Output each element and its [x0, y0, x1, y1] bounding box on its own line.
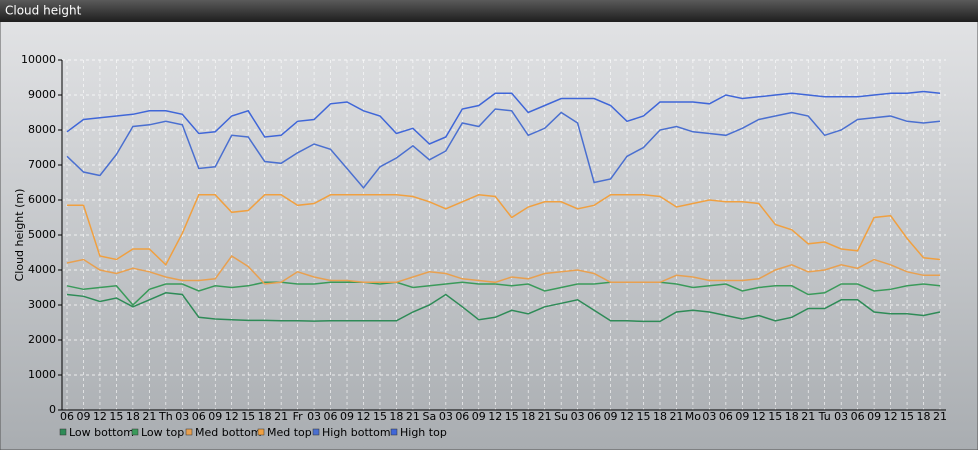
x-tick-label: Sa [423, 410, 437, 423]
series-line [66, 292, 941, 323]
x-tick-label: 09 [76, 410, 90, 423]
x-tick-label: 06 [324, 410, 338, 423]
series-line [66, 108, 941, 189]
x-tick-label: 09 [735, 410, 749, 423]
x-tick-label: 12 [620, 410, 634, 423]
x-tick-label: 18 [653, 410, 667, 423]
chart-title: Cloud height [5, 4, 82, 18]
y-tick-label: 0 [49, 403, 56, 416]
y-tick-label: 4000 [28, 263, 56, 276]
x-tick-label: 09 [867, 410, 881, 423]
x-tick-label: 09 [208, 410, 222, 423]
title-bar [0, 0, 978, 22]
legend-label: Low bottom [69, 426, 134, 439]
y-tick-label: 5000 [28, 228, 56, 241]
x-tick-label: 12 [93, 410, 107, 423]
x-tick-label: 18 [126, 410, 140, 423]
legend-label: Low top [141, 426, 184, 439]
x-tick-label: 12 [488, 410, 502, 423]
x-tick-label: 21 [142, 410, 156, 423]
x-tick-label: 09 [340, 410, 354, 423]
x-tick-label: 15 [768, 410, 782, 423]
x-tick-label: 21 [274, 410, 288, 423]
x-tick-label: 03 [439, 410, 453, 423]
x-tick-label: 03 [571, 410, 585, 423]
x-tick-label: 21 [669, 410, 683, 423]
legend-marker [59, 428, 67, 436]
legend-label: High top [400, 426, 447, 439]
x-tick-label: 21 [538, 410, 552, 423]
x-tick-label: 12 [752, 410, 766, 423]
y-tick-label: 10000 [21, 53, 56, 66]
x-tick-label: 15 [109, 410, 123, 423]
legend-marker [257, 428, 265, 436]
y-tick-label: 1000 [28, 368, 56, 381]
y-tick-label: 8000 [28, 123, 56, 136]
legend-label: Med top [267, 426, 312, 439]
x-tick-label: 06 [192, 410, 206, 423]
x-tick-label: Mo [685, 410, 701, 423]
x-tick-label: Fr [293, 410, 304, 423]
x-tick-label: 15 [900, 410, 914, 423]
x-tick-label: 06 [455, 410, 469, 423]
x-tick-label: 18 [785, 410, 799, 423]
x-tick-label: 03 [834, 410, 848, 423]
y-tick-label: 7000 [28, 158, 56, 171]
x-tick-label: 21 [801, 410, 815, 423]
legend-marker [390, 428, 398, 436]
x-tick-label: 21 [933, 410, 947, 423]
y-tick-label: 6000 [28, 193, 56, 206]
x-tick-label: 06 [719, 410, 733, 423]
x-tick-label: 18 [389, 410, 403, 423]
x-tick-label: 18 [917, 410, 931, 423]
x-tick-label: 18 [258, 410, 272, 423]
x-tick-label: Su [554, 410, 568, 423]
legend-marker [312, 428, 320, 436]
x-tick-label: 09 [604, 410, 618, 423]
series-line [66, 90, 941, 145]
y-tick-label: 2000 [28, 333, 56, 346]
x-tick-label: 03 [702, 410, 716, 423]
x-tick-label: 15 [373, 410, 387, 423]
x-tick-label: Th [158, 410, 173, 423]
x-tick-label: 03 [175, 410, 189, 423]
legend-marker [185, 428, 193, 436]
series-line [66, 254, 940, 285]
x-tick-label: 06 [851, 410, 865, 423]
x-tick-label: 03 [307, 410, 321, 423]
x-tick-label: 12 [884, 410, 898, 423]
x-tick-label: 06 [60, 410, 74, 423]
x-tick-label: 09 [472, 410, 486, 423]
x-tick-label: Tu [818, 410, 831, 423]
x-tick-label: 12 [225, 410, 239, 423]
legend-label: Med bottom [195, 426, 262, 439]
y-tick-label: 3000 [28, 298, 56, 311]
y-axis-label: Cloud height (m) [13, 189, 26, 282]
x-tick-label: 12 [356, 410, 370, 423]
series-line [67, 194, 941, 267]
x-tick-label: 15 [637, 410, 651, 423]
x-tick-label: 21 [406, 410, 420, 423]
x-tick-label: 18 [521, 410, 535, 423]
legend-label: High bottom [322, 426, 391, 439]
x-tick-label: 15 [505, 410, 519, 423]
x-tick-label: 15 [241, 410, 255, 423]
legend-marker [131, 428, 139, 436]
series-line [66, 281, 941, 307]
x-tick-label: 06 [587, 410, 601, 423]
y-tick-label: 9000 [28, 88, 56, 101]
